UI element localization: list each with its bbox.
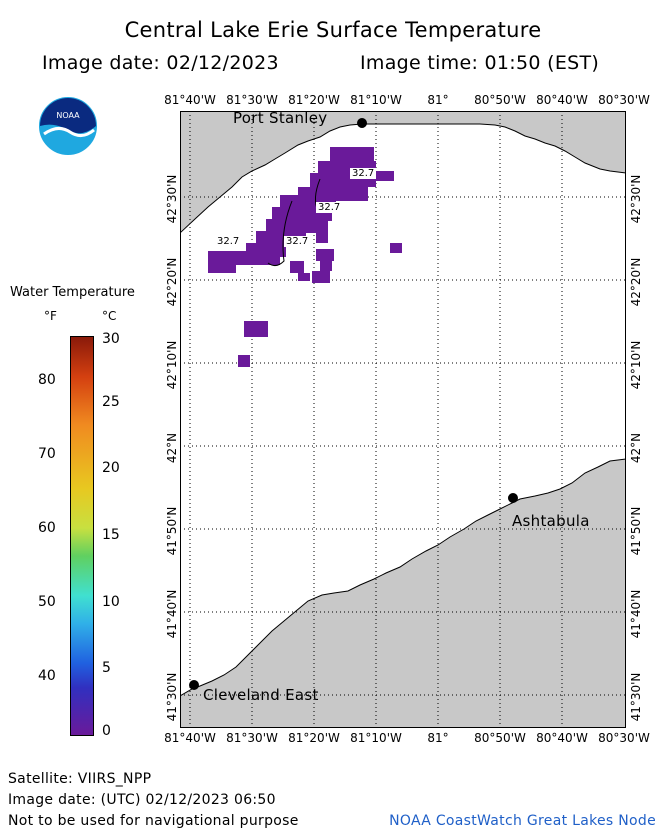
lat-label: 41°30'N bbox=[165, 672, 179, 722]
city-port-stanley: Port Stanley bbox=[233, 109, 328, 127]
lon-label: 81°30'W bbox=[226, 93, 278, 107]
lon-label: 80°50'W bbox=[474, 93, 526, 107]
lat-label: 42°N bbox=[629, 432, 643, 464]
legend-c-tick: 15 bbox=[102, 527, 120, 543]
image-date: Image date: 02/12/2023 bbox=[42, 52, 279, 74]
lat-label: 42°20'N bbox=[165, 257, 179, 307]
legend-c-tick: 30 bbox=[102, 331, 120, 347]
temp-label: 32.7 bbox=[316, 202, 343, 213]
legend-colorbar bbox=[70, 336, 94, 736]
legend-c-tick: 0 bbox=[102, 723, 111, 739]
lat-label: 41°40'N bbox=[629, 589, 643, 639]
lon-label: 81°30'W bbox=[226, 731, 278, 745]
map-grid bbox=[180, 111, 626, 728]
legend-f-tick: 70 bbox=[38, 446, 56, 462]
lon-label: 80°40'W bbox=[536, 731, 588, 745]
ashtabula-marker bbox=[508, 493, 518, 503]
legend-c-tick: 25 bbox=[102, 394, 120, 410]
lat-label: 41°40'N bbox=[165, 589, 179, 639]
legend-f-tick: 50 bbox=[38, 594, 56, 610]
north-shore-land bbox=[180, 111, 626, 234]
lon-label: 81° bbox=[427, 93, 449, 107]
page-title: Central Lake Erie Surface Temperature bbox=[124, 18, 542, 42]
legend-c-tick: 20 bbox=[102, 460, 120, 476]
footer-credit: NOAA CoastWatch Great Lakes Node bbox=[389, 813, 656, 829]
lat-label: 41°50'N bbox=[629, 506, 643, 556]
lat-label: 41°50'N bbox=[165, 506, 179, 556]
city-cleveland-east: Cleveland East bbox=[203, 686, 319, 704]
lat-label: 42°10'N bbox=[629, 340, 643, 390]
lon-label: 81°10'W bbox=[350, 93, 402, 107]
south-shore-land bbox=[180, 458, 626, 728]
lat-label: 41°30'N bbox=[629, 672, 643, 722]
legend-f-tick: 60 bbox=[38, 520, 56, 536]
image-time: Image time: 01:50 (EST) bbox=[360, 52, 600, 74]
lon-label: 81°20'W bbox=[288, 731, 340, 745]
city-ashtabula: Ashtabula bbox=[512, 512, 590, 530]
lat-label: 42°30'N bbox=[629, 174, 643, 224]
lon-label: 81° bbox=[427, 731, 449, 745]
lon-label: 80°50'W bbox=[474, 731, 526, 745]
lon-label: 81°10'W bbox=[350, 731, 402, 745]
legend-f-tick: 40 bbox=[38, 668, 56, 684]
lon-label: 80°30'W bbox=[598, 731, 650, 745]
lon-label: 81°40'W bbox=[164, 93, 216, 107]
svg-text:NOAA: NOAA bbox=[56, 111, 80, 120]
footer-satellite: Satellite: VIIRS_NPP bbox=[8, 771, 152, 787]
footer-warning: Not to be used for navigational purpose bbox=[8, 813, 299, 829]
footer-utc-date: Image date: (UTC) 02/12/2023 06:50 bbox=[8, 792, 276, 808]
lat-label: 42°10'N bbox=[165, 340, 179, 390]
legend-unit-f: °F bbox=[44, 309, 57, 323]
legend-title: Water Temperature bbox=[10, 285, 135, 300]
noaa-logo: NOAA bbox=[37, 95, 99, 157]
temp-label: 32.7 bbox=[215, 236, 242, 247]
lon-label: 80°40'W bbox=[536, 93, 588, 107]
temp-label: 32.7 bbox=[284, 236, 311, 247]
cleveland-east-marker bbox=[189, 680, 199, 690]
lon-label: 80°30'W bbox=[598, 93, 650, 107]
legend-f-tick: 80 bbox=[38, 372, 56, 388]
lon-label: 81°40'W bbox=[164, 731, 216, 745]
lat-label: 42°30'N bbox=[165, 174, 179, 224]
legend-unit-c: °C bbox=[102, 309, 117, 323]
legend-c-tick: 5 bbox=[102, 660, 111, 676]
lat-label: 42°20'N bbox=[629, 257, 643, 307]
port-stanley-marker bbox=[357, 118, 367, 128]
map-border bbox=[180, 111, 626, 728]
legend-c-tick: 10 bbox=[102, 594, 120, 610]
lat-label: 42°N bbox=[165, 432, 179, 464]
lon-label: 81°20'W bbox=[288, 93, 340, 107]
temp-label: 32.7 bbox=[350, 168, 377, 179]
